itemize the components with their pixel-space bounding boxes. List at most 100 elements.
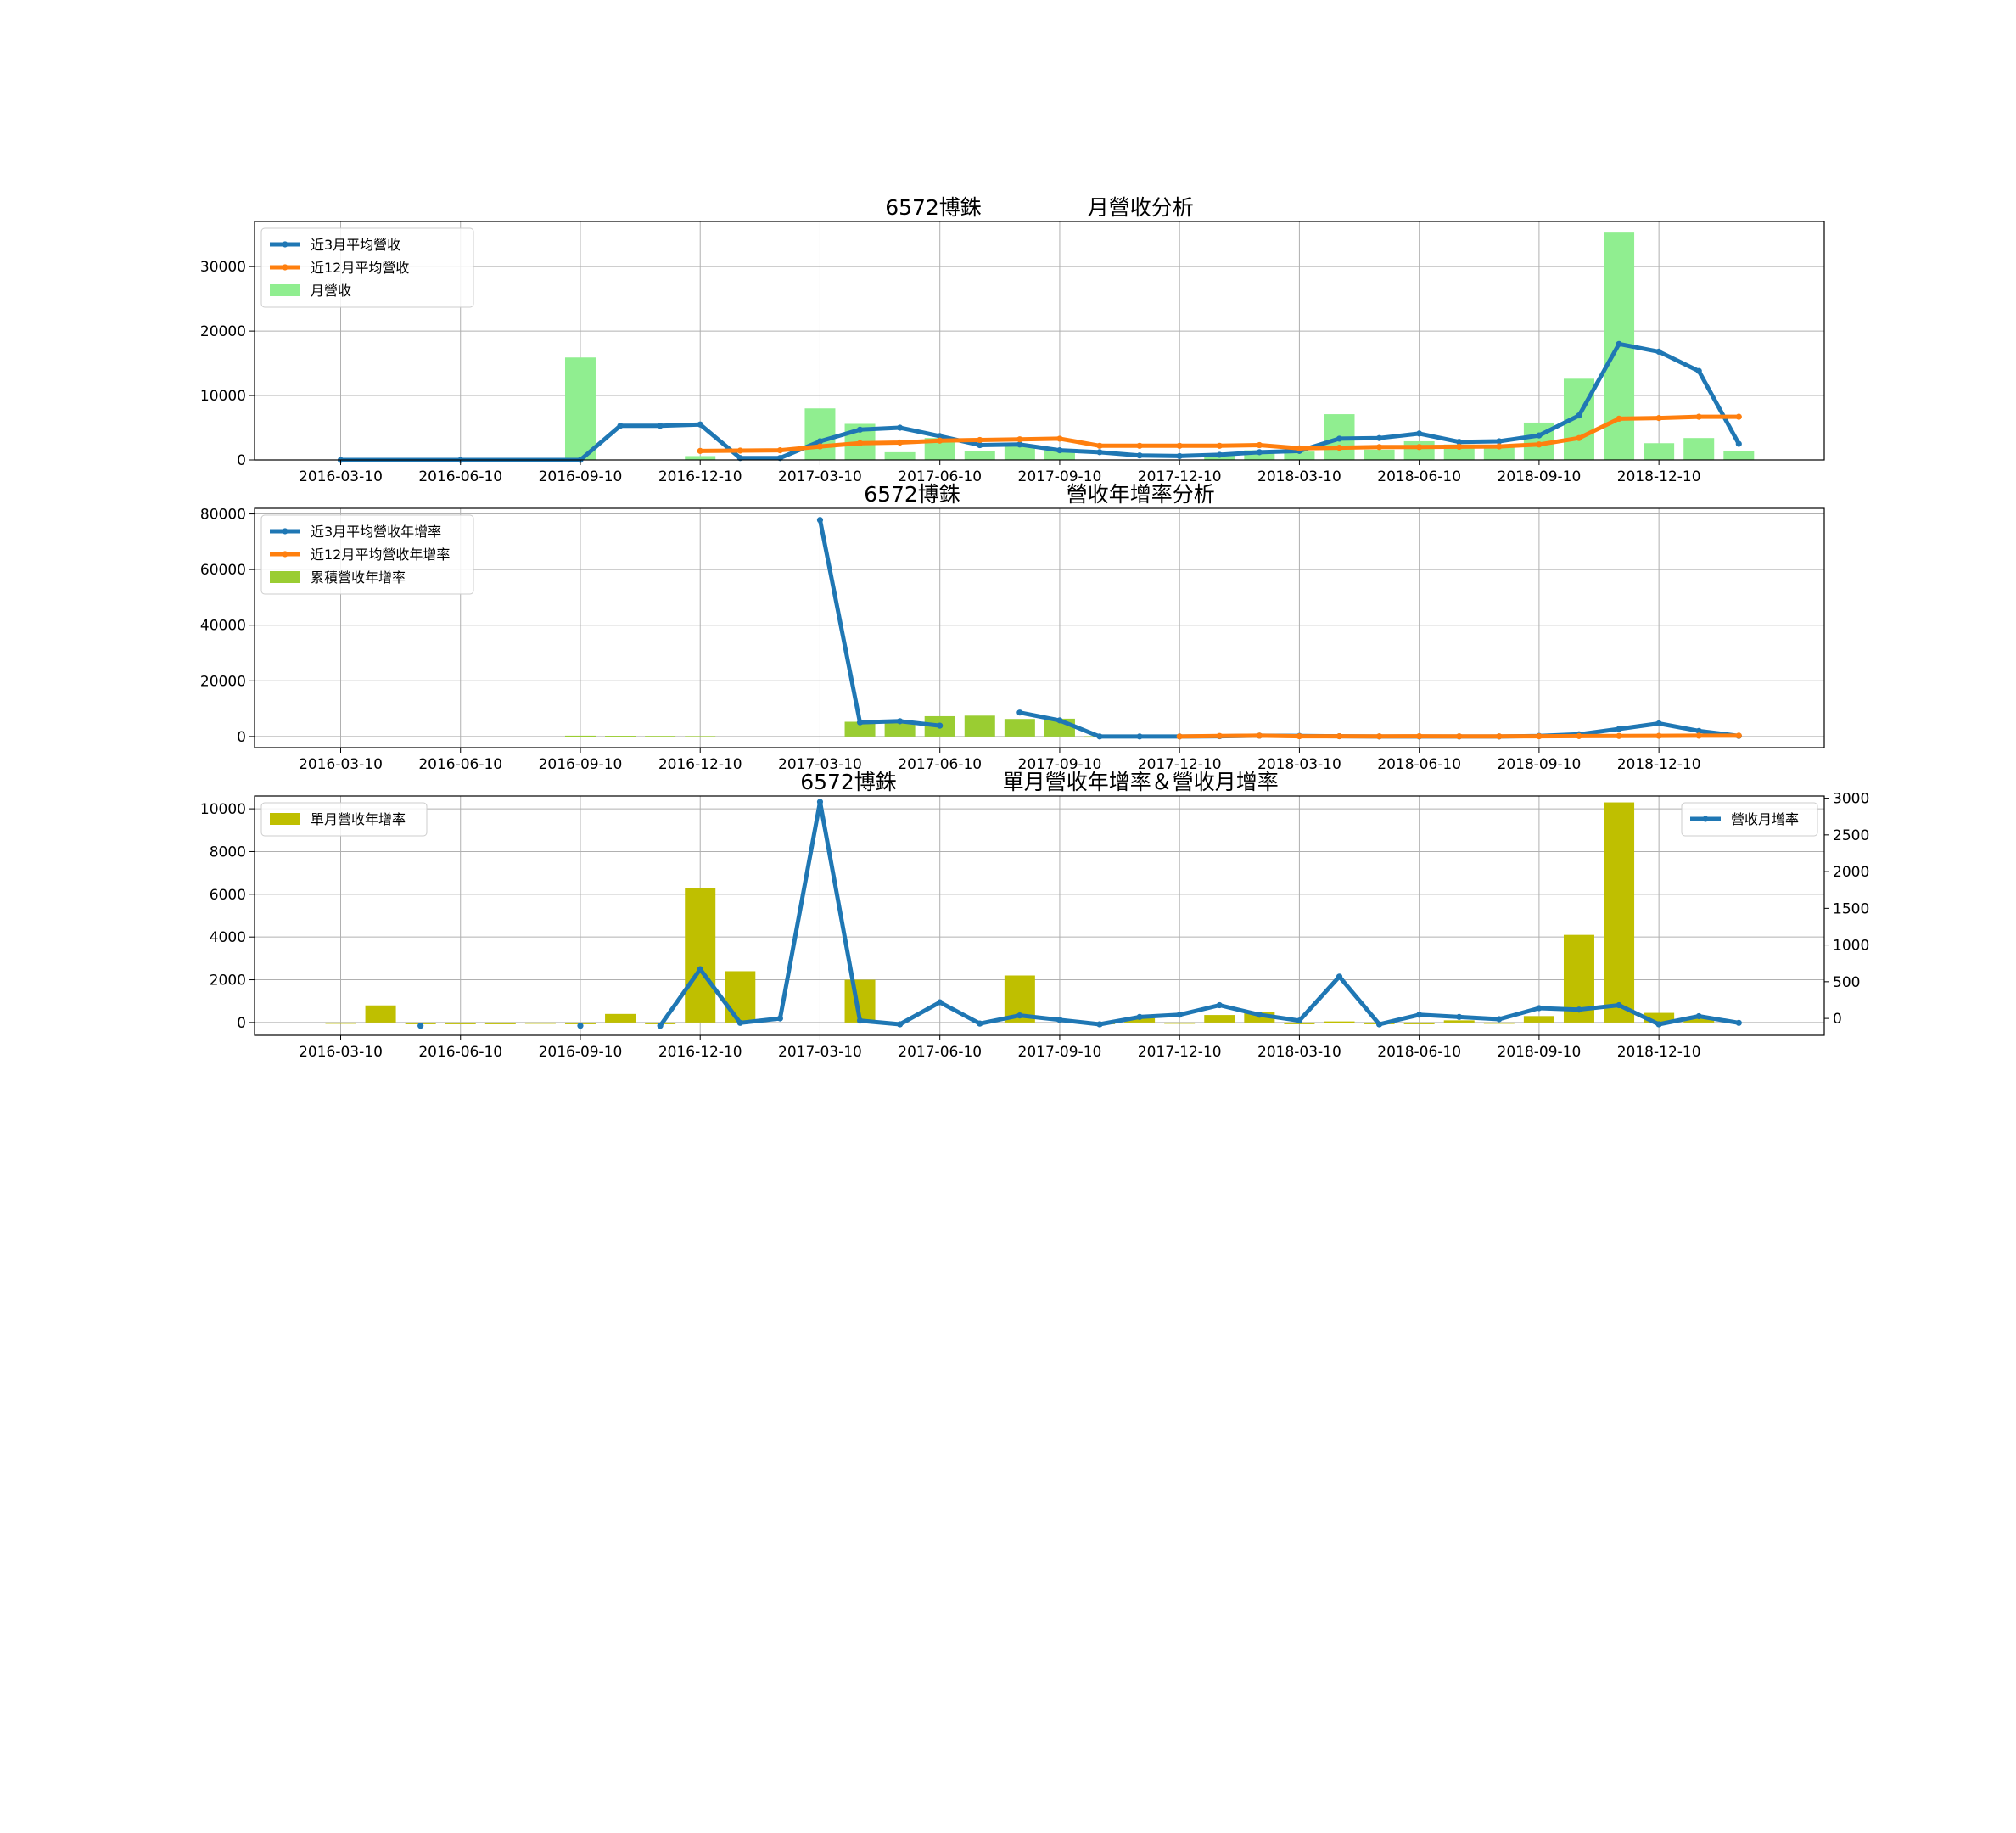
chart-2: 2016-03-10 2016-06-10 2016-09-10 2016-12-10… <box>200 482 1825 773</box>
data-point <box>1695 413 1702 420</box>
x-tick-label: 2016-06-10 <box>418 1044 502 1061</box>
data-point <box>816 517 824 524</box>
data-point <box>856 1017 864 1024</box>
bar <box>445 1022 476 1024</box>
data-point <box>1695 1012 1702 1020</box>
y-tick-label: 2000 <box>210 973 246 989</box>
legend: 營收月增率 <box>1681 802 1818 837</box>
data-point <box>1536 441 1543 448</box>
x-tick-label: 2017-06-10 <box>898 468 982 485</box>
legend-box <box>260 802 428 837</box>
data-point <box>1735 732 1742 739</box>
y-tick-label: 20000 <box>200 673 246 690</box>
chart-1: 2016-03-10 2016-06-10 2016-09-10 2016-12-10… <box>200 195 1825 485</box>
data-point <box>1416 732 1423 740</box>
data-point <box>1256 441 1263 449</box>
bar <box>605 1013 636 1023</box>
bar <box>804 408 836 460</box>
data-point <box>1336 435 1343 442</box>
bar <box>1644 443 1675 460</box>
data-point <box>1655 732 1662 739</box>
legend-label: 月營收 <box>311 283 351 299</box>
x-tick-label: 2016-12-10 <box>658 756 742 773</box>
y-tick-label: 0 <box>237 452 246 469</box>
y-tick-label: 0 <box>237 1015 246 1032</box>
chart-title: 6572博銖 單月營收年增率＆營收月增率 <box>800 770 1279 794</box>
bar <box>964 451 995 460</box>
data-point <box>1056 717 1063 724</box>
data-point <box>1016 436 1023 443</box>
y2-tick-label: 2500 <box>1833 827 1869 844</box>
data-point <box>816 438 824 445</box>
bar <box>1523 1016 1554 1023</box>
data-point <box>1336 444 1343 451</box>
chart-3: 2016-03-10 2016-06-10 2016-09-10 2016-12-10… <box>200 770 1869 1061</box>
bar <box>524 1022 556 1024</box>
data-point <box>1616 1001 1622 1009</box>
x-tick-label: 2017-12-10 <box>1138 756 1222 773</box>
data-point <box>897 424 904 431</box>
data-point <box>1096 733 1103 740</box>
data-point <box>897 718 904 725</box>
y-tick-label: 20000 <box>200 323 246 340</box>
data-point <box>1416 430 1423 437</box>
data-point <box>1136 452 1143 459</box>
x-tick-label: 2018-03-10 <box>1257 1044 1341 1061</box>
bar <box>605 736 636 737</box>
bar <box>1164 1022 1196 1024</box>
data-point <box>856 440 864 446</box>
data-point <box>1735 440 1742 447</box>
plot-frame <box>254 795 1825 1036</box>
bar <box>1004 445 1035 460</box>
data-point <box>1056 435 1063 442</box>
y2-tick-label: 1000 <box>1833 938 1869 955</box>
bar <box>1044 450 1075 460</box>
legend-box <box>260 227 474 308</box>
data-point <box>1616 415 1622 422</box>
legend: 單月營收年增率 <box>260 802 428 837</box>
y-tick-label: 30000 <box>200 259 246 276</box>
data-point <box>1336 732 1343 740</box>
y-tick-label: 80000 <box>200 507 246 524</box>
data-point <box>1176 733 1183 740</box>
y2-tick-label: 3000 <box>1833 791 1869 808</box>
legend-marker <box>282 241 288 248</box>
x-tick-label: 2016-06-10 <box>418 468 502 485</box>
data-point <box>1695 367 1702 374</box>
series-line <box>1019 710 1739 739</box>
plot-frame <box>254 507 1825 748</box>
bar <box>564 735 596 737</box>
x-tick-label: 2016-12-10 <box>658 1044 742 1061</box>
data-point <box>657 1023 664 1029</box>
x-tick-label: 2018-03-10 <box>1257 756 1341 773</box>
data-point <box>697 421 703 428</box>
x-tick-label: 2016-09-10 <box>539 756 623 773</box>
legend-marker <box>282 551 288 558</box>
data-point <box>617 423 624 429</box>
data-point <box>776 1015 783 1022</box>
x-tick-label: 2018-09-10 <box>1498 1044 1582 1061</box>
bar <box>645 736 676 737</box>
data-point <box>1695 727 1702 734</box>
data-point <box>1096 442 1103 449</box>
bar <box>1124 1017 1156 1023</box>
data-point <box>1536 1005 1543 1012</box>
data-point <box>1375 1021 1383 1028</box>
data-point <box>977 436 983 444</box>
y-tick-label: 6000 <box>210 887 246 904</box>
legend-marker <box>282 528 288 535</box>
y-tick-label: 40000 <box>200 618 246 635</box>
series-line <box>658 799 1739 1028</box>
data-point <box>897 1021 904 1028</box>
data-point <box>736 447 743 454</box>
data-point <box>977 441 983 449</box>
x-tick-label: 2018-06-10 <box>1377 468 1461 485</box>
legend-label: 營收月增率 <box>1731 811 1799 827</box>
y2-tick-label: 0 <box>1833 1011 1842 1028</box>
bar <box>1644 1012 1675 1023</box>
x-tick-label: 2018-09-10 <box>1498 468 1582 485</box>
legend-marker <box>1702 816 1709 822</box>
data-point <box>1496 443 1503 450</box>
data-point <box>1456 733 1463 740</box>
